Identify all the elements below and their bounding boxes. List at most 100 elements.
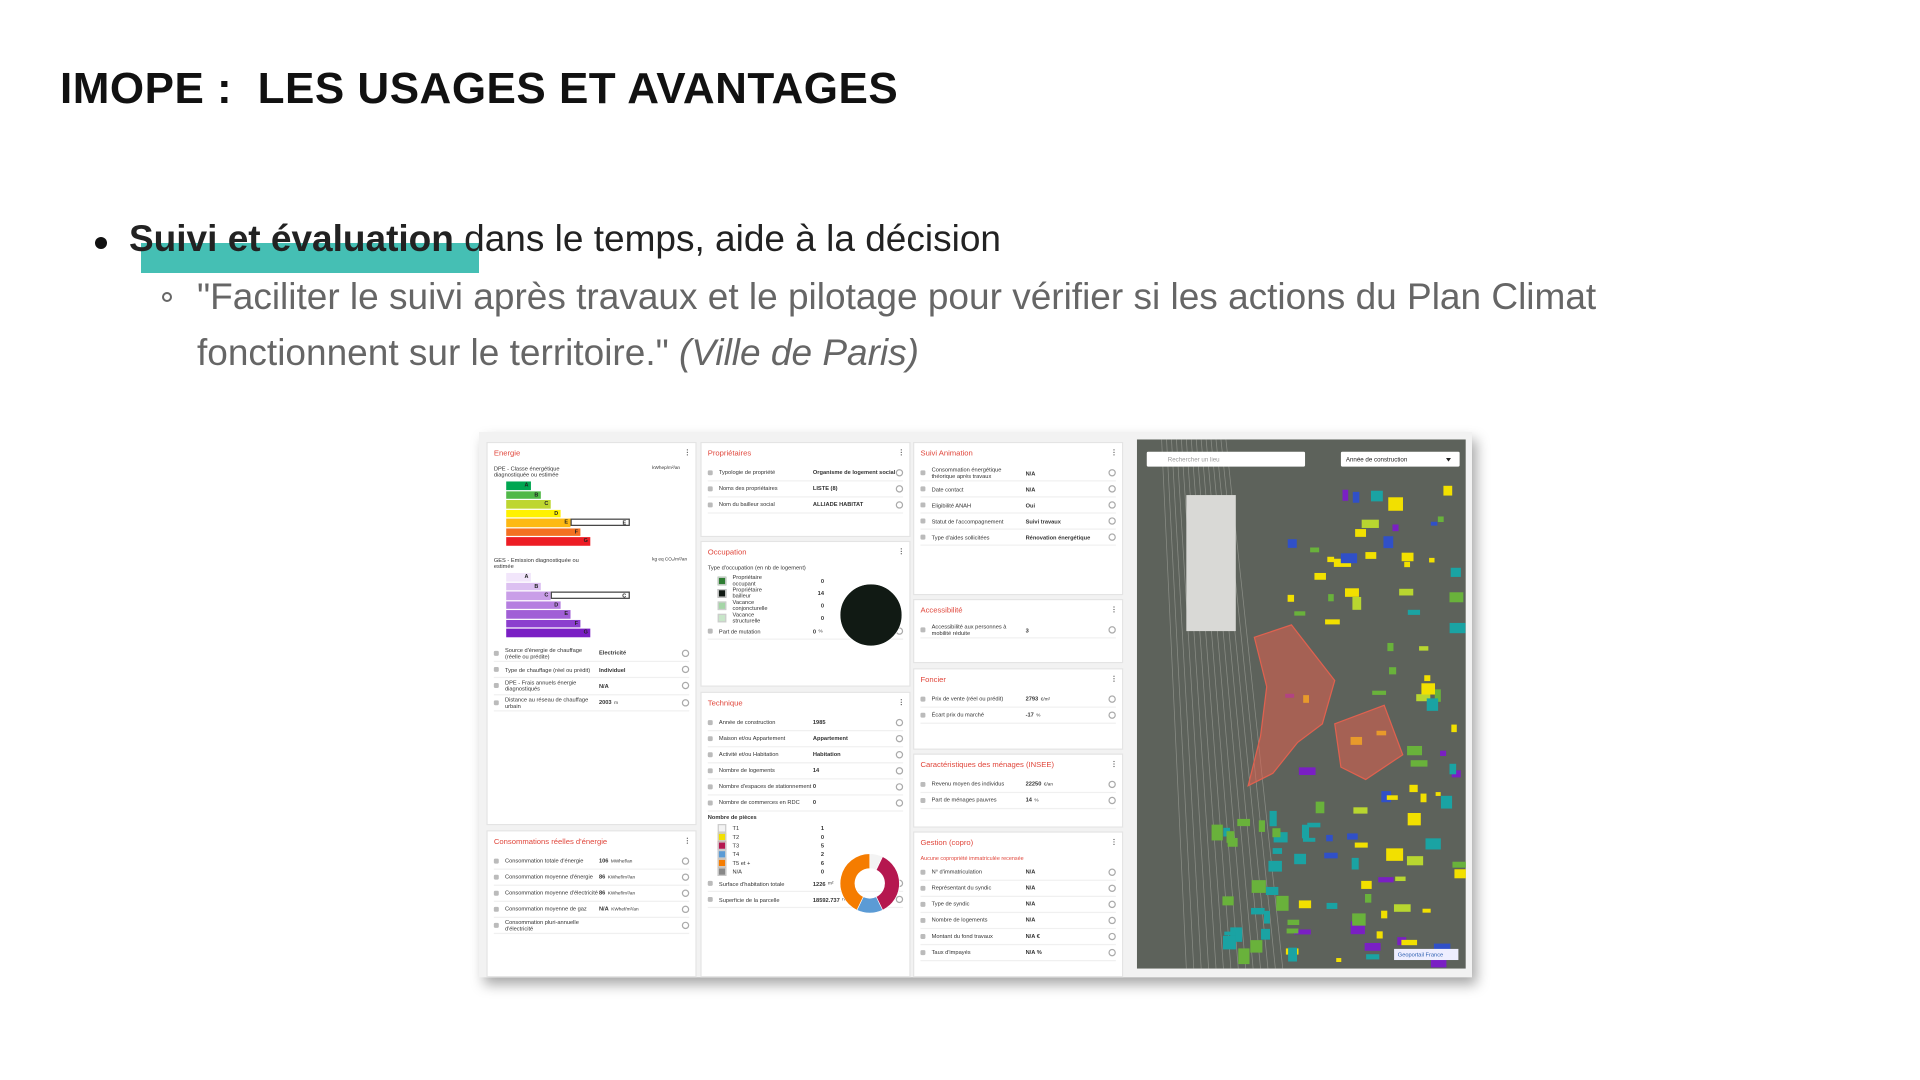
- building: [1287, 919, 1300, 926]
- menu-icon[interactable]: [686, 837, 688, 840]
- row-value: -17: [1025, 711, 1034, 719]
- menu-icon[interactable]: [1112, 675, 1115, 678]
- info-icon: [1108, 626, 1116, 634]
- building: [1451, 770, 1461, 778]
- menu-icon[interactable]: [900, 699, 902, 701]
- menu-icon[interactable]: [900, 548, 902, 550]
- row-label: Surface d'habitation totale: [718, 880, 785, 887]
- scale-label: DPE - Classe énergétique diagnostiquée o…: [493, 465, 560, 479]
- row-value: ALLIADE HABITAT: [812, 501, 864, 508]
- row-icon: [920, 712, 926, 718]
- data-row: Noms des propriétaires LISTE (8): [707, 481, 904, 498]
- row-value: 86: [598, 873, 606, 881]
- row-label: Année de construction: [718, 719, 776, 726]
- menu-icon[interactable]: [1112, 449, 1115, 452]
- row-label: Consommation moyenne d'énergie: [504, 873, 593, 881]
- data-row: Consommation totale d'énergie 106 MWhef/an: [493, 854, 690, 870]
- building: [1404, 561, 1411, 568]
- building: [1361, 880, 1372, 889]
- energy-class-bar: C: [506, 500, 551, 509]
- data-row: Distance au réseau de chauffage urbain 20…: [493, 695, 690, 712]
- energy-class-bar: A: [506, 573, 531, 582]
- building: [1258, 820, 1265, 832]
- class-letter: E: [564, 519, 569, 526]
- building: [1409, 784, 1418, 793]
- row-value: 106: [598, 857, 609, 865]
- row-unit: €/an: [1043, 781, 1053, 787]
- building: [1388, 497, 1403, 511]
- building: [1298, 900, 1312, 909]
- data-row: Nombre d'espaces de stationnement 0: [707, 779, 904, 796]
- building: [1268, 860, 1282, 872]
- row-icon: [920, 535, 926, 541]
- data-row: Consommation moyenne de gaz N/A KWhef/m²/a…: [493, 902, 690, 918]
- map-filter[interactable]: Année de construction: [1346, 457, 1408, 464]
- scale-header: GES - Emission diagnostiquée ou estimée k…: [494, 557, 689, 570]
- legend-item: Propriétaire bailleur 14: [708, 587, 832, 599]
- row-unit: %: [1036, 712, 1041, 718]
- building: [1435, 792, 1441, 796]
- menu-icon[interactable]: [1112, 838, 1115, 841]
- row-label: Noms des propriétaires: [718, 485, 778, 492]
- row-value: Electricité: [598, 650, 627, 657]
- row-icon: [707, 628, 713, 634]
- building: [1186, 495, 1236, 632]
- panel: Suivi Animation Consommation énergétique …: [913, 441, 1124, 596]
- building: [1454, 869, 1466, 879]
- row-icon: [707, 720, 713, 726]
- row-label: Écart prix du marché: [931, 711, 985, 719]
- building: [1222, 935, 1236, 950]
- row-value: Rénovation énergétique: [1025, 534, 1091, 541]
- info-icon: [895, 469, 904, 477]
- legend-value: 14: [817, 589, 825, 597]
- building: [1399, 588, 1414, 596]
- row-icon: [920, 502, 926, 508]
- building: [1269, 810, 1277, 827]
- legend-swatch: [717, 824, 727, 833]
- building: [1420, 793, 1427, 803]
- building: [1389, 667, 1397, 675]
- building: [1301, 824, 1310, 839]
- data-row: Consommation énergétique théorique après…: [920, 465, 1116, 482]
- building: [1424, 675, 1431, 682]
- row-icon: [920, 470, 926, 476]
- spacer: [494, 638, 689, 645]
- building: [1307, 822, 1321, 828]
- data-row: Eligibilité ANAH Oui: [920, 498, 1116, 515]
- menu-icon[interactable]: [900, 449, 902, 452]
- legend-swatch: [717, 576, 727, 585]
- class-letter: E: [564, 610, 569, 617]
- row-label: Nombre d'espaces de stationnement: [718, 783, 812, 790]
- class-value: E: [622, 519, 627, 526]
- legend-item: T1 1: [708, 824, 832, 833]
- row-value: N/A: [598, 682, 609, 689]
- building: [1250, 940, 1263, 953]
- row-label: Distance au réseau de chauffage urbain: [504, 696, 589, 709]
- info-icon: [681, 905, 690, 914]
- rail: [1171, 439, 1202, 969]
- menu-icon[interactable]: [686, 449, 688, 452]
- occupation-pie: [839, 583, 903, 647]
- map-search[interactable]: Rechercher un lieu: [1168, 457, 1220, 464]
- legend-item: T3 5: [708, 841, 832, 851]
- building: [1294, 611, 1306, 616]
- building: [1251, 880, 1266, 893]
- data-row: Source d'énergie de chauffage (réelle ou…: [493, 646, 690, 663]
- menu-icon[interactable]: [1112, 760, 1115, 763]
- row-icon: [920, 486, 926, 492]
- building: [1272, 848, 1283, 854]
- building: [1365, 552, 1377, 559]
- data-row: Accessibilité aux personnes à mobilité r…: [920, 622, 1116, 640]
- menu-icon[interactable]: [1112, 606, 1115, 609]
- class-letter: B: [534, 491, 539, 498]
- row-icon: [493, 858, 499, 864]
- row-value: Organisme de logement social: [812, 469, 896, 476]
- row-value: LISTE (8): [812, 485, 838, 492]
- row-value: N/A: [1025, 885, 1036, 892]
- row-value: 0: [812, 628, 817, 635]
- info-icon: [681, 873, 690, 881]
- row-unit: KWhef/m²/an: [611, 906, 639, 912]
- scale-label: GES - Emission diagnostiquée ou estimée: [493, 556, 579, 570]
- legend-item: T2 0: [708, 832, 832, 842]
